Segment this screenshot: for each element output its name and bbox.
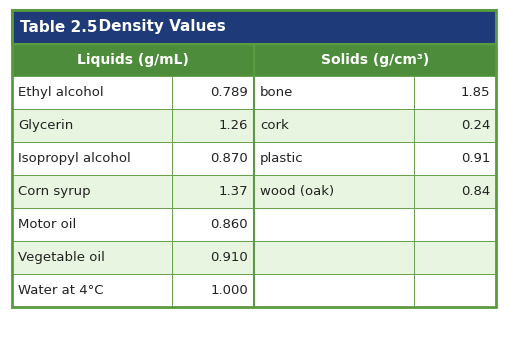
Bar bbox=[12, 76, 172, 109]
Bar bbox=[12, 208, 172, 241]
Text: Isopropyl alcohol: Isopropyl alcohol bbox=[18, 152, 131, 165]
Text: plastic: plastic bbox=[260, 152, 304, 165]
Text: 1.26: 1.26 bbox=[218, 119, 248, 132]
Text: cork: cork bbox=[260, 119, 289, 132]
Bar bbox=[12, 109, 172, 142]
Bar bbox=[172, 208, 254, 241]
Bar bbox=[172, 175, 254, 208]
Bar bbox=[172, 241, 254, 274]
Bar bbox=[254, 44, 496, 76]
Text: Liquids (g/mL): Liquids (g/mL) bbox=[77, 53, 189, 67]
Bar bbox=[254, 241, 414, 274]
Text: wood (oak): wood (oak) bbox=[260, 185, 334, 198]
Text: bone: bone bbox=[260, 86, 294, 99]
Bar bbox=[414, 142, 496, 175]
Bar bbox=[414, 76, 496, 109]
Bar bbox=[172, 109, 254, 142]
Text: 0.870: 0.870 bbox=[210, 152, 248, 165]
Bar bbox=[12, 10, 496, 307]
Text: 1.000: 1.000 bbox=[210, 284, 248, 297]
Bar bbox=[172, 274, 254, 307]
Text: 0.84: 0.84 bbox=[461, 185, 490, 198]
Bar bbox=[254, 76, 414, 109]
Bar bbox=[12, 175, 172, 208]
Bar bbox=[254, 175, 414, 208]
Bar bbox=[414, 175, 496, 208]
Text: Table 2.5: Table 2.5 bbox=[20, 19, 98, 34]
Bar bbox=[12, 10, 496, 44]
Bar bbox=[254, 274, 414, 307]
Text: Vegetable oil: Vegetable oil bbox=[18, 251, 105, 264]
Text: Glycerin: Glycerin bbox=[18, 119, 73, 132]
Text: 0.910: 0.910 bbox=[210, 251, 248, 264]
Text: Density Values: Density Values bbox=[88, 19, 226, 34]
Bar bbox=[254, 208, 414, 241]
Bar bbox=[254, 109, 414, 142]
Bar bbox=[12, 241, 172, 274]
Bar bbox=[414, 274, 496, 307]
Bar bbox=[414, 109, 496, 142]
Bar bbox=[414, 241, 496, 274]
Text: 0.789: 0.789 bbox=[210, 86, 248, 99]
Text: 1.85: 1.85 bbox=[460, 86, 490, 99]
Text: Ethyl alcohol: Ethyl alcohol bbox=[18, 86, 104, 99]
Bar bbox=[414, 208, 496, 241]
Text: 0.91: 0.91 bbox=[461, 152, 490, 165]
Text: Corn syrup: Corn syrup bbox=[18, 185, 90, 198]
Bar bbox=[12, 44, 254, 76]
Text: Water at 4°C: Water at 4°C bbox=[18, 284, 104, 297]
Text: Motor oil: Motor oil bbox=[18, 218, 76, 231]
Bar bbox=[172, 76, 254, 109]
Bar bbox=[172, 142, 254, 175]
Bar bbox=[12, 274, 172, 307]
Text: Solids (g/cm³): Solids (g/cm³) bbox=[321, 53, 429, 67]
Bar bbox=[254, 142, 414, 175]
Text: 0.860: 0.860 bbox=[210, 218, 248, 231]
Text: 1.37: 1.37 bbox=[218, 185, 248, 198]
Bar bbox=[12, 142, 172, 175]
Text: 0.24: 0.24 bbox=[461, 119, 490, 132]
